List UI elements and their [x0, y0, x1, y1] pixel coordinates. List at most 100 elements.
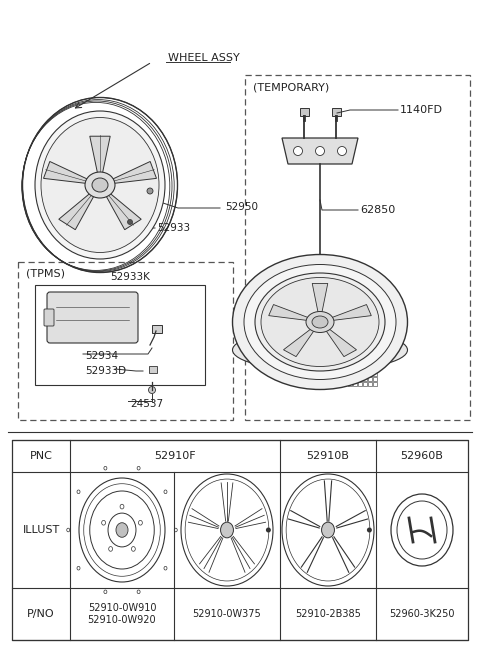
Bar [348, 372, 352, 376]
Polygon shape [90, 136, 110, 176]
Bar [368, 377, 372, 381]
Polygon shape [312, 284, 328, 315]
Bar [358, 362, 362, 366]
Circle shape [337, 147, 347, 155]
Polygon shape [269, 305, 312, 321]
Ellipse shape [67, 528, 70, 532]
Bar [353, 362, 357, 366]
Ellipse shape [322, 522, 335, 538]
Bar [358, 372, 362, 376]
Text: 52960B: 52960B [401, 451, 444, 461]
Ellipse shape [174, 528, 177, 532]
Text: WHEEL ASSY: WHEEL ASSY [168, 53, 240, 63]
Polygon shape [44, 162, 91, 184]
Polygon shape [104, 191, 141, 230]
Ellipse shape [137, 590, 140, 593]
Bar [12, 440, 468, 640]
Text: 52933: 52933 [157, 223, 190, 233]
Ellipse shape [108, 546, 113, 552]
FancyBboxPatch shape [338, 268, 348, 280]
Ellipse shape [232, 255, 408, 390]
Text: PNC: PNC [30, 451, 52, 461]
Ellipse shape [35, 111, 165, 259]
FancyBboxPatch shape [44, 309, 54, 326]
Text: 52934: 52934 [85, 351, 118, 361]
Circle shape [293, 147, 302, 155]
Text: P/NO: P/NO [27, 609, 55, 619]
Ellipse shape [41, 117, 159, 252]
Polygon shape [284, 327, 316, 356]
Text: 24537: 24537 [130, 399, 163, 409]
Circle shape [128, 219, 132, 225]
Circle shape [147, 188, 153, 194]
Bar [358, 367, 362, 371]
Polygon shape [328, 305, 372, 321]
Ellipse shape [132, 546, 135, 552]
Polygon shape [109, 162, 156, 184]
Text: (TEMPORARY): (TEMPORARY) [253, 83, 329, 93]
FancyBboxPatch shape [300, 263, 340, 285]
Ellipse shape [120, 504, 124, 509]
Polygon shape [324, 327, 357, 356]
Text: 52910B: 52910B [307, 451, 349, 461]
FancyBboxPatch shape [152, 325, 162, 333]
FancyBboxPatch shape [149, 366, 157, 373]
Bar [363, 382, 367, 386]
Text: 52910-0W910
52910-0W920: 52910-0W910 52910-0W920 [88, 603, 156, 625]
Bar [353, 377, 357, 381]
Bar [368, 367, 372, 371]
Circle shape [266, 527, 271, 533]
Bar [353, 382, 357, 386]
Polygon shape [59, 191, 96, 230]
Ellipse shape [104, 590, 107, 593]
Bar [348, 382, 352, 386]
Bar [363, 372, 367, 376]
Text: 52910-0W375: 52910-0W375 [192, 609, 262, 619]
Circle shape [148, 386, 156, 394]
Ellipse shape [92, 178, 108, 192]
Bar [363, 362, 367, 366]
FancyBboxPatch shape [292, 268, 302, 280]
Ellipse shape [137, 466, 140, 470]
Bar [368, 382, 372, 386]
Ellipse shape [261, 278, 379, 367]
Text: (TPMS): (TPMS) [26, 268, 65, 278]
Bar [373, 377, 377, 381]
Bar [368, 362, 372, 366]
Bar [373, 362, 377, 366]
Bar [368, 372, 372, 376]
Ellipse shape [116, 523, 128, 537]
Bar [348, 367, 352, 371]
FancyBboxPatch shape [300, 108, 309, 116]
Bar [373, 367, 377, 371]
Bar [348, 362, 352, 366]
Ellipse shape [255, 273, 385, 371]
FancyBboxPatch shape [332, 108, 340, 116]
Ellipse shape [138, 521, 143, 525]
Bar [35, 285, 205, 385]
Bar [373, 372, 377, 376]
Ellipse shape [85, 172, 115, 198]
Bar [348, 377, 352, 381]
Text: 52933K: 52933K [110, 272, 150, 282]
Bar [363, 367, 367, 371]
Ellipse shape [244, 265, 396, 379]
Text: ILLUST: ILLUST [23, 525, 60, 535]
Ellipse shape [104, 466, 107, 470]
Polygon shape [282, 138, 358, 164]
Ellipse shape [164, 567, 167, 570]
Text: 52960-3K250: 52960-3K250 [389, 609, 455, 619]
Text: 1140FD: 1140FD [400, 105, 443, 115]
Circle shape [315, 147, 324, 155]
Circle shape [367, 527, 372, 533]
Ellipse shape [164, 490, 167, 494]
Bar [353, 372, 357, 376]
Bar [363, 377, 367, 381]
Ellipse shape [102, 521, 106, 525]
Bar [358, 382, 362, 386]
Text: 62850: 62850 [360, 205, 395, 215]
Text: 52910F: 52910F [154, 451, 196, 461]
Text: 52950: 52950 [225, 202, 258, 212]
Ellipse shape [232, 329, 408, 371]
Ellipse shape [220, 522, 233, 538]
